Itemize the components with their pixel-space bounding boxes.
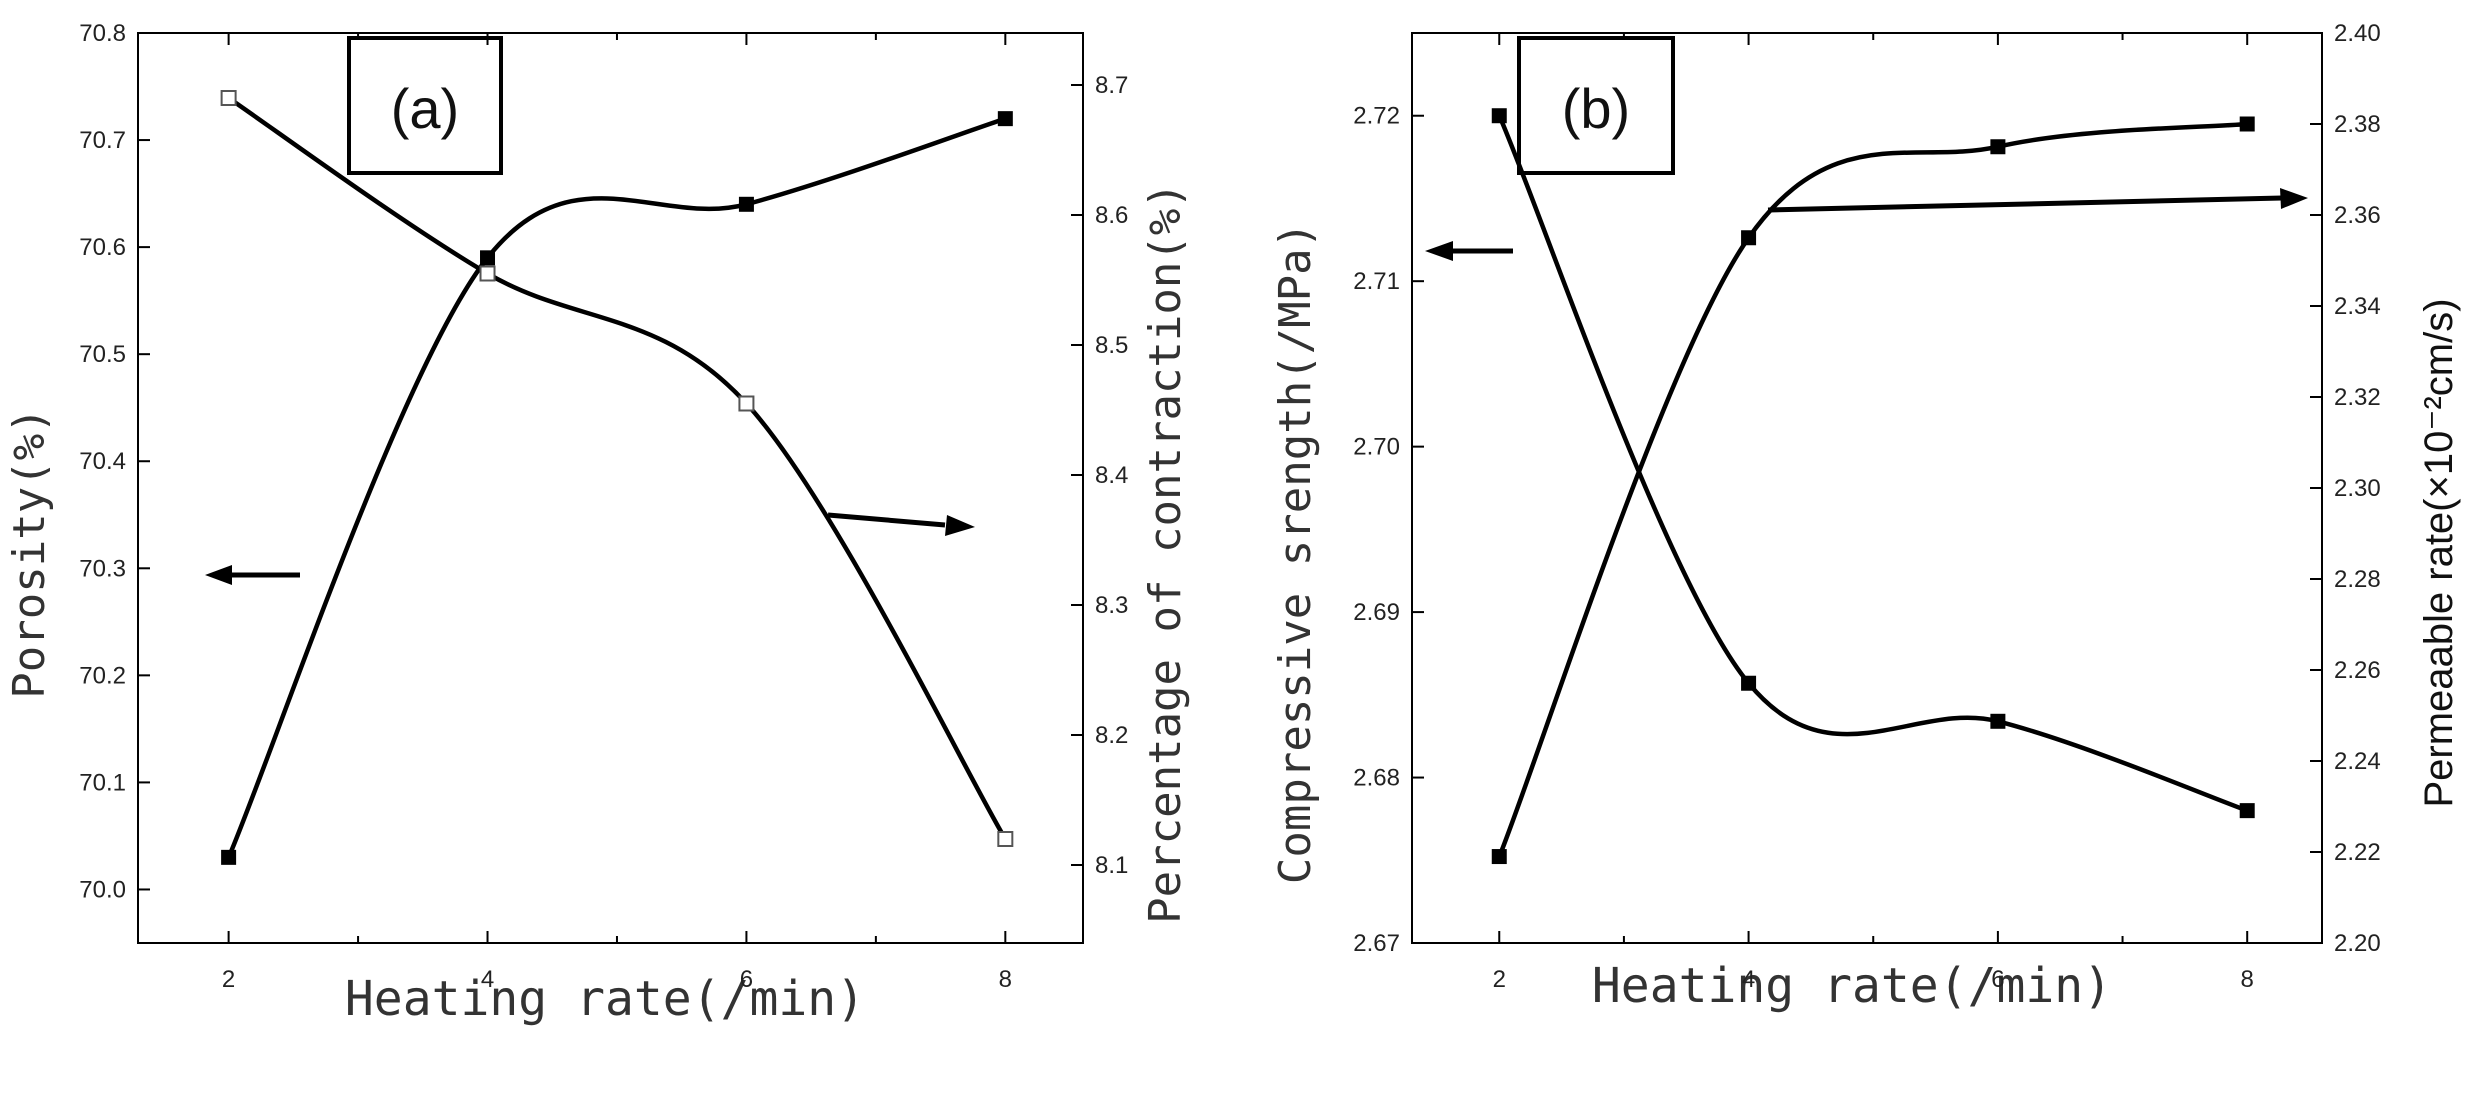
panel-b-right-tick-label: 2.36	[2334, 202, 2381, 229]
panel-b-right-axis-arrow	[1767, 195, 2283, 213]
panel-a-series-1-marker	[997, 831, 1014, 847]
panel-b-series-0-marker	[1491, 108, 1507, 124]
panel-a-x-tick-label: 6	[740, 966, 753, 993]
panel-b-left-tick-label: 2.69	[1353, 599, 1400, 626]
panel-a-right-tick-label: 8.2	[1095, 722, 1128, 749]
panel-a-right-tick-label: 8.5	[1095, 332, 1128, 359]
panel-a-left-tick-label: 70.6	[79, 234, 126, 261]
panel-b-right-tick-label: 2.20	[2334, 930, 2381, 957]
panel-a-left-axis-arrowhead	[205, 565, 232, 585]
panel-b-right-tick-label: 2.28	[2334, 566, 2381, 593]
panel-b-label: (b)	[1562, 77, 1630, 140]
panel-b-series-1-marker	[1741, 230, 1757, 246]
panel-a-left-tick-label: 70.8	[79, 20, 126, 47]
panel-a-series-0-marker	[997, 111, 1013, 127]
panel-a-left-tick-label: 70.2	[79, 662, 126, 689]
panel-a-chart: (a) Heating rate(/min) Porosity(%) Perce…	[4, 20, 1191, 1027]
panel-b-x-tick-label: 2	[1493, 966, 1506, 993]
panel-b-left-axis-arrowhead	[1425, 241, 1453, 261]
panel-b-series-0-line	[1497, 114, 2248, 813]
panel-a-left-axis-label: Porosity(%)	[4, 407, 55, 698]
panel-a-left-tick-label: 70.3	[79, 555, 126, 582]
panel-b-right-tick-label: 2.40	[2334, 20, 2381, 47]
panel-b-x-axis-label: Heating rate(/min)	[1592, 958, 2112, 1014]
panel-b-series-0-marker	[1990, 713, 2006, 729]
panel-b-series-1-line	[1497, 121, 2248, 858]
panel-b-left-axis-label: Compressive srength(/MPa)	[1270, 222, 1321, 884]
panel-a-right-tick-label: 8.6	[1095, 202, 1128, 229]
panel-a-left-tick-label: 70.0	[79, 876, 126, 903]
panel-a-series-0-marker	[480, 250, 496, 266]
panel-b-series-1-marker	[2239, 116, 2255, 132]
panel-a-label: (a)	[391, 77, 459, 140]
panel-b-left-tick-label: 2.71	[1353, 268, 1400, 295]
panel-b-left-tick-label: 2.68	[1353, 765, 1400, 792]
panel-a-x-axis-label: Heating rate(/min)	[345, 971, 865, 1027]
panel-b-series-1-marker	[1491, 849, 1507, 865]
panel-a-series-1-marker	[479, 265, 496, 282]
panel-a-plot-frame	[137, 32, 1084, 944]
panel-b-left-tick-label: 2.67	[1353, 930, 1400, 957]
panel-a-right-axis-arrowhead	[945, 515, 975, 536]
panel-a-x-tick-label: 2	[222, 966, 235, 993]
panel-a-right-tick-label: 8.7	[1095, 72, 1128, 99]
panel-b-right-tick-label: 2.38	[2334, 111, 2381, 138]
panel-a-series-1-marker	[738, 395, 755, 412]
panel-b-left-tick-label: 2.72	[1353, 103, 1400, 130]
panel-b-series-1-marker	[1990, 139, 2006, 155]
panel-a-left-tick-label: 70.1	[79, 769, 126, 796]
panel-b-label-box	[1517, 36, 1675, 175]
panel-a-right-axis-label: Percentage of contraction(%)	[1140, 182, 1191, 924]
panel-a-series-1-marker	[220, 90, 237, 106]
panel-a-series-0-marker	[221, 849, 237, 865]
panel-b-right-tick-label: 2.26	[2334, 657, 2381, 684]
panel-a-x-tick-label: 4	[481, 966, 494, 993]
panel-a-series-0-line	[226, 116, 1007, 859]
panel-a-label-box	[347, 36, 503, 175]
panel-b-series-0-marker	[1741, 675, 1757, 691]
panel-b-x-tick-label: 8	[2241, 966, 2254, 993]
panel-b-x-tick-label: 6	[1991, 966, 2004, 993]
panel-a-series-1-line	[227, 96, 1008, 841]
panel-b-chart: (b) Heating rate(/min) Compressive sreng…	[1270, 20, 2461, 1014]
panel-b-right-axis-arrowhead	[2280, 188, 2308, 209]
panel-b-right-tick-label: 2.32	[2334, 384, 2381, 411]
panel-a-right-tick-label: 8.4	[1095, 462, 1128, 489]
panel-b-right-axis-label: Permeaable rate(×10⁻²cm/s)	[2417, 298, 2461, 807]
panel-a-left-tick-label: 70.5	[79, 341, 126, 368]
panel-b-plot-frame	[1411, 32, 2323, 944]
panel-a-right-tick-label: 8.3	[1095, 592, 1128, 619]
panel-b-right-tick-label: 2.22	[2334, 839, 2381, 866]
panel-b-right-tick-label: 2.34	[2334, 293, 2381, 320]
panel-b-series-0-marker	[2239, 803, 2255, 819]
panel-a-right-tick-label: 8.1	[1095, 852, 1128, 879]
panel-a-left-tick-label: 70.4	[79, 448, 126, 475]
panel-a-x-tick-label: 8	[999, 966, 1012, 993]
panel-a-series-0-marker	[738, 196, 754, 212]
panel-b-right-tick-label: 2.24	[2334, 748, 2381, 775]
panel-b-left-tick-label: 2.70	[1353, 434, 1400, 461]
panel-a-right-axis-arrow	[827, 512, 946, 528]
panel-b-x-tick-label: 4	[1742, 966, 1755, 993]
panel-a-left-tick-label: 70.7	[79, 127, 126, 154]
panel-b-right-tick-label: 2.30	[2334, 475, 2381, 502]
